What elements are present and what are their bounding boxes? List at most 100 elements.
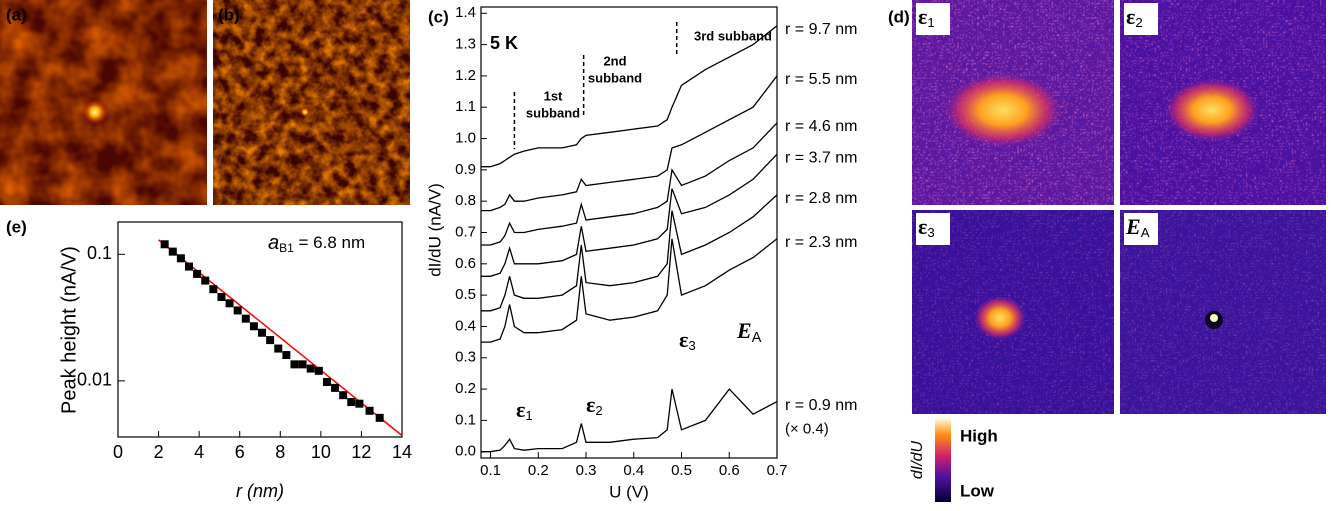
point bbox=[282, 351, 291, 360]
subscript: 2 bbox=[1135, 15, 1142, 30]
x-tick-label: 12 bbox=[351, 442, 371, 462]
point bbox=[266, 336, 275, 345]
subscript: A bbox=[752, 330, 762, 346]
image-b bbox=[213, 0, 410, 205]
subband-label: 2nd bbox=[603, 53, 626, 68]
panel-label: (c) bbox=[428, 7, 449, 26]
point bbox=[209, 285, 218, 294]
x-axis-label: r (nm) bbox=[236, 481, 284, 501]
peak-label: ε1 bbox=[516, 397, 533, 423]
y-tick-label: 0.6 bbox=[455, 255, 476, 272]
y-tick-label: 0.4 bbox=[455, 317, 476, 334]
symbol: E bbox=[1125, 214, 1141, 239]
fit-annotation: aB1 = 6.8 nm bbox=[268, 232, 365, 255]
map-label-bg bbox=[1124, 3, 1158, 35]
subscript: 3 bbox=[927, 225, 934, 240]
symbol: ε bbox=[918, 214, 927, 239]
spectrum bbox=[481, 388, 778, 453]
y-axis-label: dI/dU (nA/V) bbox=[425, 183, 444, 277]
subscript: 1 bbox=[525, 408, 532, 423]
symbol: ε bbox=[918, 4, 927, 29]
spectrum bbox=[481, 25, 778, 168]
point bbox=[274, 344, 283, 353]
x-tick-label: 14 bbox=[392, 442, 412, 462]
temperature: 5 K bbox=[490, 33, 518, 53]
series-label: r = 2.8 nm bbox=[785, 190, 857, 207]
y-tick-label: 0.01 bbox=[77, 370, 112, 390]
subband-label: 1st bbox=[544, 88, 563, 103]
x-tick-label: 8 bbox=[275, 442, 285, 462]
hot-spot bbox=[82, 99, 108, 125]
x-tick-label: 0.5 bbox=[671, 462, 692, 479]
subscript: 1 bbox=[927, 15, 934, 30]
y-tick-label: 1.2 bbox=[455, 67, 476, 84]
image-texture bbox=[213, 0, 410, 205]
panel-label: (b) bbox=[218, 5, 240, 24]
spectrum bbox=[481, 122, 778, 246]
peak-label: EA bbox=[736, 318, 762, 346]
series-label: r = 0.9 nm bbox=[785, 397, 857, 414]
y-tick-label: 0.1 bbox=[87, 243, 112, 263]
point bbox=[160, 240, 169, 249]
y-tick-label: 1.4 bbox=[455, 4, 476, 21]
y-tick-label: 0.7 bbox=[455, 223, 476, 240]
point bbox=[375, 413, 384, 422]
peak-label: ε2 bbox=[586, 392, 603, 418]
y-tick-label: 0.2 bbox=[455, 380, 476, 397]
hot-spot bbox=[300, 107, 310, 117]
plot-frame bbox=[117, 221, 403, 438]
y-tick-label: 0.8 bbox=[455, 192, 476, 209]
x-tick-label: 0 bbox=[113, 442, 123, 462]
subscript: 3 bbox=[688, 338, 695, 353]
point bbox=[176, 254, 185, 263]
subscript: A bbox=[1141, 225, 1150, 240]
symbol: ε bbox=[516, 397, 525, 422]
x-tick-label: 6 bbox=[235, 442, 245, 462]
x-tick-label: 4 bbox=[194, 442, 204, 462]
fit-line bbox=[158, 239, 403, 437]
x-tick-label: 0.7 bbox=[767, 462, 788, 479]
symbol: ε bbox=[679, 327, 688, 352]
point bbox=[339, 391, 348, 400]
text: = 6.8 nm bbox=[294, 233, 365, 252]
y-tick-label: 0.0 bbox=[455, 443, 476, 460]
x-tick-label: 0.3 bbox=[576, 462, 597, 479]
y-tick-label: 1.1 bbox=[455, 98, 476, 115]
x-tick-label: 0.2 bbox=[528, 462, 549, 479]
colorbar-low: Low bbox=[960, 481, 995, 500]
subband-label: subband bbox=[588, 70, 642, 85]
point bbox=[249, 322, 258, 331]
point bbox=[201, 276, 210, 285]
symbol: ε bbox=[586, 392, 595, 417]
subband-label: subband bbox=[526, 105, 580, 120]
x-tick-label: 0.4 bbox=[623, 462, 644, 479]
subband-label: 3rd subband bbox=[694, 28, 772, 43]
map-label-bg bbox=[916, 213, 950, 245]
spectrum bbox=[481, 153, 778, 277]
colorbar-high: High bbox=[960, 426, 998, 445]
map-spot bbox=[943, 72, 1063, 148]
point bbox=[355, 399, 364, 408]
symbol: E bbox=[736, 318, 752, 343]
y-tick-label: 1.3 bbox=[455, 36, 476, 53]
y-axis-label: Peak height (nA/V) bbox=[58, 246, 80, 414]
spectrum bbox=[481, 194, 778, 312]
map-label: ε3 bbox=[918, 214, 935, 240]
panel-label: (d) bbox=[888, 7, 910, 26]
x-tick-label: 2 bbox=[154, 442, 164, 462]
peak-label: ε3 bbox=[679, 327, 696, 353]
subscript: 2 bbox=[595, 403, 602, 418]
point bbox=[314, 366, 323, 375]
point bbox=[233, 306, 242, 315]
symbol: ε bbox=[1126, 4, 1135, 29]
y-tick-label: 0.9 bbox=[455, 161, 476, 178]
x-tick-label: 0.1 bbox=[480, 462, 501, 479]
series-label: r = 2.3 nm bbox=[785, 234, 857, 251]
map-label-bg bbox=[916, 3, 950, 35]
point bbox=[365, 406, 374, 415]
point bbox=[241, 314, 250, 323]
scale-note: (× 0.4) bbox=[785, 421, 829, 438]
map-label: ε2 bbox=[1126, 4, 1143, 30]
x-tick-label: 10 bbox=[311, 442, 331, 462]
